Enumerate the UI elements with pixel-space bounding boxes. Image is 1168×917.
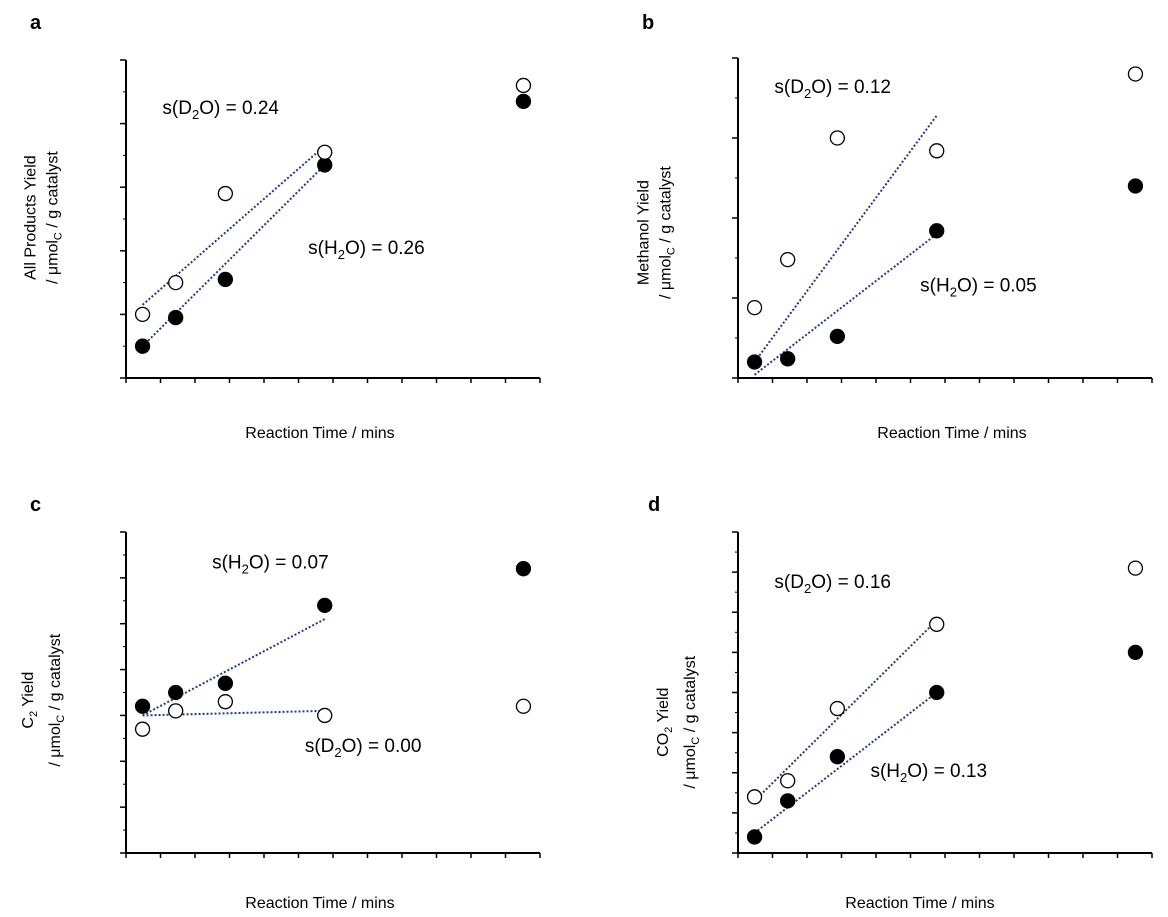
slope-annotation-c-0: s(H2O) = 0.07 [212, 553, 329, 577]
data-point-open-b [780, 251, 796, 268]
data-point-filled-d [829, 749, 846, 765]
slope-annotation-c-1: s(D2O) = 0.00 [305, 736, 422, 760]
xlabel-d: Reaction Time / mins [845, 895, 995, 912]
data-point-open-a [168, 274, 184, 291]
slope-annotation-a-0: s(D2O) = 0.24 [162, 98, 279, 122]
data-point-filled-c [217, 675, 234, 691]
panel-letter-a: a [30, 12, 42, 34]
data-point-filled-a [515, 93, 532, 109]
data-point-filled-a [134, 338, 151, 354]
fit-line-open-b [753, 115, 938, 363]
data-point-filled-d [1127, 644, 1144, 661]
data-point-filled-b [829, 328, 846, 345]
data-point-filled-c [317, 597, 333, 614]
data-point-filled-b [929, 223, 945, 239]
data-point-open-a [515, 77, 532, 94]
data-point-open-b [1127, 66, 1144, 82]
data-point-filled-b [780, 351, 796, 367]
data-point-open-b [829, 130, 846, 146]
panel-letter-b: b [642, 12, 655, 34]
panel-letter-d: d [648, 494, 661, 516]
fit-line-filled-a [141, 164, 326, 347]
data-point-open-d [829, 700, 846, 717]
data-point-open-b [746, 299, 763, 316]
data-point-filled-d [746, 829, 763, 845]
panel-letter-c: c [30, 494, 42, 516]
xlabel-a: Reaction Time / mins [245, 425, 395, 442]
data-point-open-a [217, 185, 234, 202]
data-point-open-c [168, 703, 184, 719]
slope-annotation-d-0: s(D2O) = 0.16 [774, 572, 891, 596]
slope-annotation-d-1: s(H2O) = 0.13 [870, 761, 987, 785]
xlabel-b: Reaction Time / mins [877, 425, 1027, 442]
slope-annotation-a-1: s(H2O) = 0.26 [308, 238, 425, 262]
data-point-open-c [515, 698, 532, 714]
data-point-filled-d [929, 684, 945, 701]
fit-line-open-d [753, 619, 938, 802]
data-point-open-c [217, 694, 234, 710]
fit-line-filled-c [142, 618, 326, 717]
xlabel-c: Reaction Time / mins [245, 895, 395, 912]
slope-annotation-b-0: s(D2O) = 0.12 [774, 77, 891, 101]
data-point-filled-d [780, 793, 796, 809]
data-point-open-d [746, 789, 763, 805]
data-point-filled-c [168, 684, 184, 701]
data-point-filled-a [317, 157, 333, 173]
data-point-filled-a [217, 271, 234, 288]
data-point-open-c [134, 721, 151, 737]
data-point-filled-b [746, 354, 763, 370]
data-point-filled-c [515, 561, 532, 577]
data-point-filled-b [1127, 178, 1144, 194]
data-point-open-d [1127, 560, 1144, 576]
data-point-open-c [317, 707, 333, 724]
slope-annotation-b-1: s(H2O) = 0.05 [920, 276, 1037, 300]
data-point-open-d [929, 616, 945, 632]
data-point-filled-a [168, 309, 184, 326]
data-point-open-d [780, 773, 796, 789]
data-point-open-a [317, 144, 333, 160]
data-point-open-a [134, 306, 151, 323]
data-point-filled-c [134, 698, 151, 714]
data-point-open-b [929, 143, 945, 159]
